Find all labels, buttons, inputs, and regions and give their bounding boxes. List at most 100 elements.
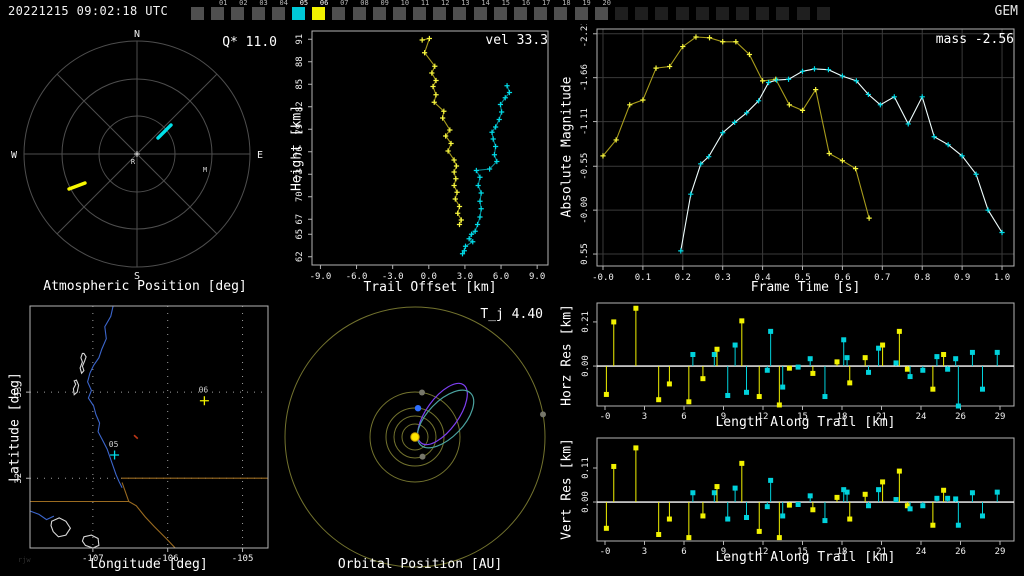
camera-slot-12-indicator (433, 7, 446, 20)
camera-slot-17[interactable]: 17 (531, 0, 551, 24)
camera-slot-01[interactable]: 01 (208, 0, 228, 24)
meteor-analysis-screen: 20221215 09:02:18 UTC 01020304 05 06 07 08 09… (0, 0, 1024, 576)
camera-slot-15[interactable]: 15 (491, 0, 511, 24)
camera-slot-08[interactable]: 08 (350, 0, 370, 24)
atmospheric-position-title: Atmospheric Position [deg] (0, 279, 290, 294)
camera-slot-14[interactable]: 14 (471, 0, 491, 24)
camera-slot-13[interactable]: 13 (450, 0, 470, 24)
camera-slot-14-indicator (474, 7, 487, 20)
camera-slot-10-label: 10 (401, 0, 409, 7)
mass-annotation: mass -2.56 (936, 32, 1014, 47)
utc-timestamp: 20221215 09:02:18 UTC (8, 4, 168, 18)
camera-slot-inactive-indicator (696, 7, 709, 20)
svg-text:05: 05 (109, 440, 119, 449)
horz-res-axis-label: Horz Res [km] (560, 304, 575, 406)
camera-slot-inactive[interactable] (693, 0, 713, 24)
camera-slot-06-indicator (312, 7, 325, 20)
camera-slot-08-indicator (353, 7, 366, 20)
svg-text:0.21: 0.21 (581, 311, 591, 333)
camera-slot-inactive[interactable] (753, 0, 773, 24)
camera-slot-12[interactable]: 12 (430, 0, 450, 24)
camera-slot-05[interactable]: 05 (289, 0, 309, 24)
horizontal-residuals-chart: -0369121518212426290.210.00 (560, 295, 1024, 435)
camera-slot-04-indicator (272, 7, 285, 20)
camera-slot-08-label: 08 (360, 0, 368, 7)
camera-slot-inactive-indicator (635, 7, 648, 20)
camera-slot-19[interactable]: 19 (572, 0, 592, 24)
camera-slot-01-label: 01 (219, 0, 227, 7)
svg-text:0.00: 0.00 (581, 491, 591, 513)
svg-text:65: 65 (295, 229, 305, 240)
svg-text:91: 91 (295, 34, 305, 45)
frame-time-axis-label: Frame Time [s] (597, 280, 1014, 295)
svg-text:88: 88 (295, 56, 305, 67)
camera-slot-inactive[interactable] (652, 0, 672, 24)
camera-slot-05-label: 05 (300, 0, 308, 7)
svg-text:0.00: 0.00 (581, 355, 591, 377)
svg-text:N: N (134, 29, 140, 40)
camera-slot-10[interactable]: 10 (390, 0, 410, 24)
camera-slot-02-indicator (231, 7, 244, 20)
lightcurve-panel: -0.00.10.20.30.40.50.60.70.80.91.0-2.21-… (560, 24, 1024, 300)
camera-slot-02[interactable]: 02 (228, 0, 248, 24)
trail-length-axis-label-vert: Length Along Trail [km] (597, 550, 1014, 565)
camera-slot-inactive[interactable] (632, 0, 652, 24)
camera-slot-inactive-indicator (756, 7, 769, 20)
camera-slot-07-indicator (332, 7, 345, 20)
horizontal-residuals-panel: -0369121518212426290.210.00 Horz Res [km… (560, 295, 1024, 435)
ground-map-chart: 0506-107-106-1053332 (0, 300, 290, 576)
atmospheric-position-chart: NESWRM (0, 24, 290, 300)
camera-slot-inactive-indicator (776, 7, 789, 20)
svg-text:R: R (131, 158, 136, 166)
camera-slot-16[interactable]: 16 (511, 0, 531, 24)
camera-slot-20-label: 20 (603, 0, 611, 7)
camera-slot-inactive[interactable] (814, 0, 834, 24)
camera-slot-inactive-indicator (615, 7, 628, 20)
camera-slot-13-indicator (453, 7, 466, 20)
camera-slot-17-indicator (534, 7, 547, 20)
svg-text:67: 67 (295, 214, 305, 225)
velocity-annotation: vel 33.3 (485, 33, 548, 48)
camera-slot-inactive[interactable] (733, 0, 753, 24)
camera-slot-inactive-indicator (676, 7, 689, 20)
camera-slot-16-indicator (514, 7, 527, 20)
camera-slot-inactive[interactable] (612, 0, 632, 24)
camera-slot-11-indicator (413, 7, 426, 20)
camera-slot-18[interactable]: 18 (551, 0, 571, 24)
latitude-axis-label: Latitude [deg] (8, 372, 23, 482)
camera-slot-06-label: 06 (320, 0, 328, 7)
camera-slot-01-indicator (211, 7, 224, 20)
shower-code: GEM (995, 4, 1018, 19)
camera-slot-07-label: 07 (340, 0, 348, 7)
camera-slot-11[interactable]: 11 (410, 0, 430, 24)
camera-slots: 01020304 05 06 07 08 09 101112131415161718 19 20 (188, 0, 834, 24)
camera-slot-09-label: 09 (380, 0, 388, 7)
svg-text:62: 62 (295, 251, 305, 262)
vert-res-axis-label: Vert Res [km] (560, 438, 575, 540)
camera-slot-inactive-indicator (655, 7, 668, 20)
camera-slot-inactive[interactable] (713, 0, 733, 24)
camera-slot-03-indicator (252, 7, 265, 20)
trail-offset-chart: -9.0-6.0-3.00.03.06.09.09188858279767370… (290, 24, 560, 300)
camera-slot-10-indicator (393, 7, 406, 20)
magnitude-axis-label: Absolute Magnitude (560, 77, 575, 218)
ground-map-panel: 0506-107-106-1053332 Latitude [deg] Long… (0, 300, 290, 576)
camera-slot-03[interactable]: 03 (249, 0, 269, 24)
svg-text:E: E (257, 150, 263, 161)
camera-slot-inactive[interactable] (773, 0, 793, 24)
camera-slot-inactive-indicator (797, 7, 810, 20)
camera-slot-inactive[interactable] (673, 0, 693, 24)
camera-slot-blank-indicator (191, 7, 204, 20)
orbital-position-chart (280, 295, 560, 576)
camera-slot-09[interactable]: 09 (370, 0, 390, 24)
camera-slot-inactive[interactable] (794, 0, 814, 24)
vertical-residuals-panel: -0369121518212426290.110.00 Vert Res [km… (560, 430, 1024, 576)
camera-slot-07[interactable]: 07 (329, 0, 349, 24)
camera-slot-06[interactable]: 06 (309, 0, 329, 24)
camera-slot-20[interactable]: 20 (592, 0, 612, 24)
q-star-annotation: Q* 11.0 (222, 35, 277, 50)
camera-slot-19-label: 19 (582, 0, 590, 7)
camera-slot-04[interactable]: 04 (269, 0, 289, 24)
camera-slot-20-indicator (595, 7, 608, 20)
camera-slot-blank[interactable] (188, 0, 208, 24)
